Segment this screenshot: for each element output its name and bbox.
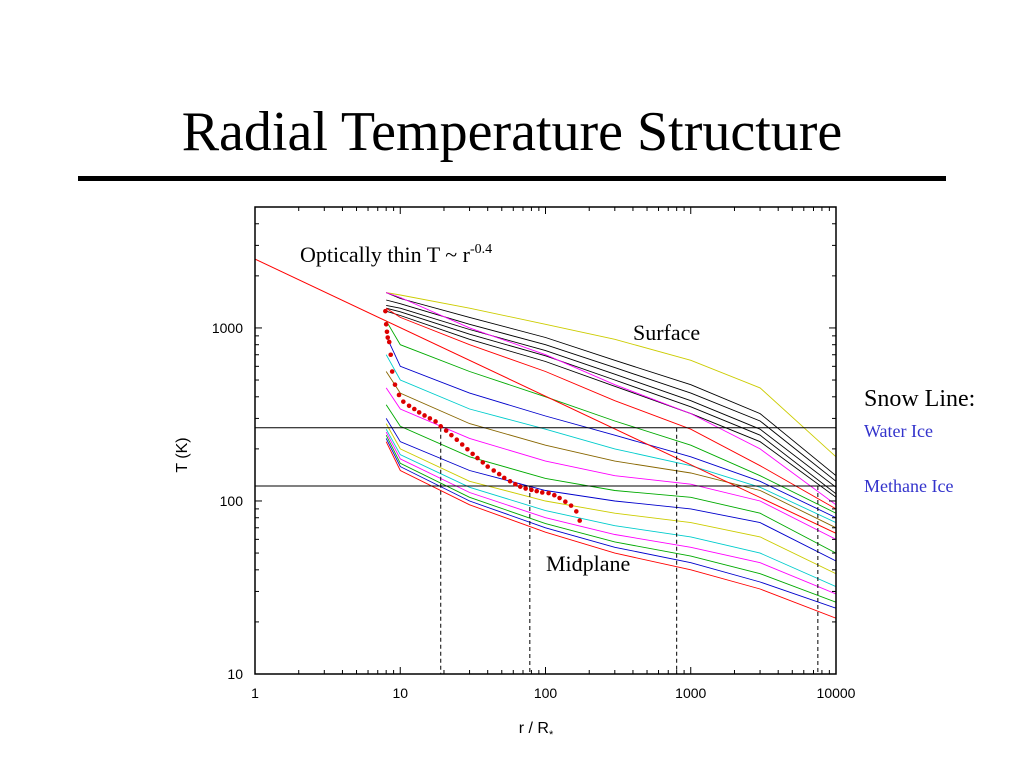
- series-line-19: [385, 434, 836, 603]
- midplane-annotation: Midplane: [546, 551, 630, 576]
- slide-title: Radial Temperature Structure: [181, 101, 843, 163]
- x-tick-label: 100: [534, 685, 558, 701]
- optically-thin-line: [255, 258, 836, 534]
- series-line-9: [385, 320, 836, 514]
- midplane-point: [416, 410, 422, 415]
- y-tick-label: 100: [220, 493, 244, 509]
- series-line-18: [385, 431, 836, 595]
- midplane-point: [574, 509, 579, 514]
- x-axis-label-subscript: *: [549, 729, 554, 741]
- midplane-point: [539, 490, 545, 495]
- midplane-point: [454, 437, 460, 443]
- y-tick-label: 10: [227, 666, 243, 682]
- series-line-14: [385, 404, 836, 554]
- series-line-1: [386, 292, 836, 477]
- optically-thin-text: Optically thin T ~ r: [300, 242, 471, 267]
- midplane-point: [517, 484, 523, 489]
- midplane-point: [485, 464, 490, 469]
- tick-layer: [254, 206, 837, 675]
- x-tick-label: 10: [392, 685, 408, 701]
- series-line-15: [385, 418, 836, 562]
- optically-thin-exponent: -0.4: [470, 242, 492, 257]
- midplane-point: [470, 451, 475, 457]
- series-line-20: [385, 438, 836, 609]
- midplane-point: [392, 382, 398, 387]
- midplane-point: [568, 503, 574, 508]
- surface-annotation: Surface: [633, 320, 700, 345]
- series-line-17: [385, 428, 836, 588]
- midplane-point: [523, 486, 528, 491]
- midplane-point: [491, 468, 497, 473]
- midplane-point: [534, 488, 540, 494]
- midplane-point: [422, 413, 427, 418]
- x-tick-label: 1000: [675, 685, 706, 701]
- x-axis-label-main: r / R: [519, 720, 549, 737]
- series-line-13: [385, 387, 836, 540]
- y-tick-label: 1000: [212, 320, 243, 336]
- midplane-point: [427, 416, 433, 421]
- midplane-point: [388, 352, 394, 358]
- snow-line-heading: Snow Line:: [864, 386, 976, 412]
- midplane-point: [443, 428, 449, 433]
- midplane-point: [552, 492, 557, 498]
- midplane-point: [433, 419, 438, 424]
- midplane-point: [385, 335, 391, 340]
- x-axis-label: r / R*: [519, 720, 554, 741]
- overlay-layer: [255, 258, 836, 674]
- midplane-point: [465, 446, 470, 452]
- midplane-point: [386, 339, 392, 345]
- midplane-point: [401, 399, 406, 404]
- series-line-6: [386, 292, 836, 458]
- series-line-21: [385, 441, 836, 619]
- midplane-point: [438, 424, 444, 429]
- series-line-10: [385, 335, 836, 519]
- series-line-8: [385, 307, 836, 510]
- plot-frame: [254, 206, 837, 675]
- series-line-16: [385, 423, 836, 575]
- midplane-point: [501, 475, 507, 481]
- midplane-point: [475, 455, 480, 461]
- water-ice-label: Water Ice: [864, 421, 933, 441]
- x-tick-label: 1: [251, 685, 259, 701]
- midplane-point: [577, 518, 583, 523]
- midplane-point: [513, 481, 518, 487]
- midplane-point: [383, 308, 388, 314]
- series-line-3: [386, 304, 836, 488]
- midplane-point: [557, 495, 562, 501]
- midplane-point: [406, 403, 412, 409]
- x-tick-label: 10000: [817, 685, 856, 701]
- midplane-point: [496, 471, 502, 477]
- midplane-point: [529, 487, 534, 493]
- methane-ice-label: Methane Ice: [864, 476, 954, 496]
- series-layer: [385, 292, 836, 619]
- label-layer: 1 10 100 1000 10000 10 100 1000: [212, 320, 856, 701]
- series-line-12: [385, 371, 836, 529]
- midplane-point: [384, 329, 390, 335]
- midplane-point: [412, 406, 417, 412]
- y-axis-label: T (K): [174, 437, 191, 472]
- midplane-point: [383, 321, 389, 327]
- series-line-4: [386, 307, 836, 495]
- series-line-2: [386, 299, 836, 482]
- optically-thin-annotation: Optically thin T ~ r-0.4: [300, 242, 492, 267]
- midplane-point: [389, 369, 395, 374]
- series-line-5: [386, 310, 836, 498]
- midplane-point: [480, 460, 486, 465]
- midplane-point: [563, 499, 568, 505]
- title-underline: [78, 176, 946, 181]
- series-line-11: [385, 354, 836, 524]
- midplane-point: [396, 392, 402, 398]
- midplane-point: [449, 432, 454, 438]
- midplane-point: [546, 490, 551, 496]
- midplane-point: [507, 478, 513, 484]
- midplane-point: [459, 442, 465, 447]
- series-line-7: [386, 292, 836, 506]
